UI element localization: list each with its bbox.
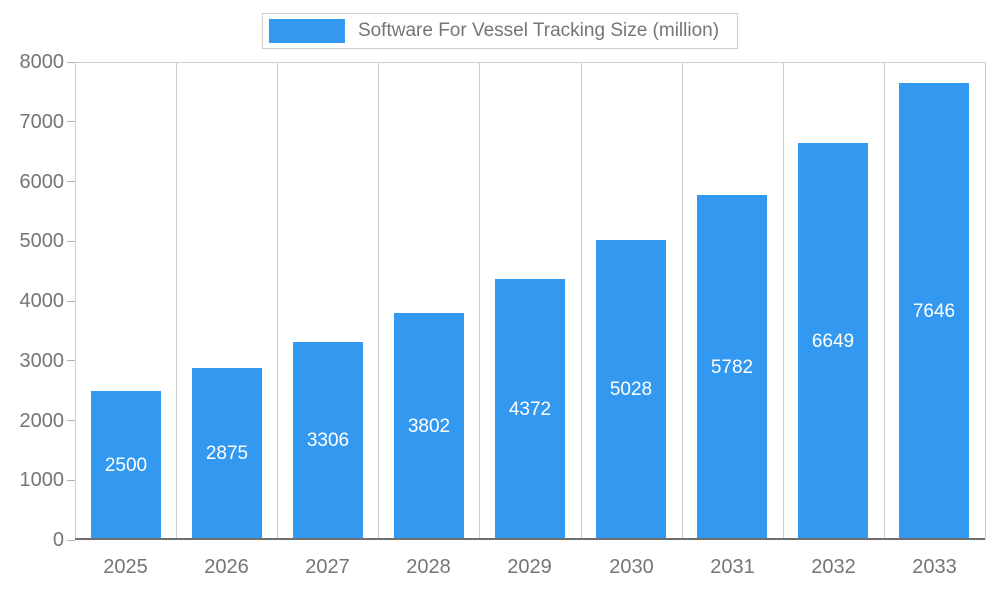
- y-axis-tick-label: 1000: [19, 469, 65, 492]
- vertical-gridline: [479, 62, 480, 540]
- y-axis-tick: [67, 479, 75, 481]
- bar-2029[interactable]: 4372: [495, 279, 565, 540]
- y-axis-tick-label: 4000: [19, 290, 65, 312]
- x-axis-tick-label: 2033: [912, 556, 957, 578]
- bar-value-label: 3306: [306, 430, 350, 451]
- bar-2032[interactable]: 6649: [798, 143, 868, 540]
- bar-value-label: 7646: [912, 300, 956, 322]
- vertical-gridline: [581, 62, 582, 540]
- x-axis-tick-label: 2030: [609, 556, 654, 578]
- y-axis-tick-label: 7000: [19, 110, 65, 133]
- y-axis-tick: [67, 181, 75, 182]
- y-axis-tick: [67, 539, 75, 541]
- bar-value-label: 5028: [609, 379, 653, 400]
- x-axis-line: [75, 538, 985, 540]
- bar-2028[interactable]: 3802: [394, 313, 464, 540]
- bar-2027[interactable]: 3306: [293, 342, 363, 540]
- bar-2031[interactable]: 5782: [697, 195, 767, 540]
- y-axis-tick: [67, 360, 75, 362]
- legend-swatch: [268, 19, 345, 43]
- vertical-gridline: [75, 62, 76, 540]
- y-axis-tick: [67, 300, 75, 302]
- bar-value-label: 2875: [205, 443, 249, 464]
- bar-value-label: 4372: [508, 398, 552, 420]
- y-axis-tick-label: 8000: [19, 51, 65, 73]
- vertical-gridline: [884, 62, 885, 540]
- bar-value-label: 6649: [811, 330, 855, 352]
- x-axis-tick-label: 2025: [103, 556, 148, 578]
- legend[interactable]: Software For Vessel Tracking Size (milli…: [261, 13, 739, 49]
- y-axis-tick: [67, 240, 75, 242]
- plot-area: 2500 2875 3306 3802 4372 5028 5782 6649 7646: [75, 62, 986, 540]
- top-gridline: [75, 62, 985, 63]
- bar-2033[interactable]: 7646: [899, 83, 969, 540]
- vertical-gridline: [378, 62, 379, 540]
- vertical-gridline: [985, 62, 986, 540]
- y-axis-tick-label: 0: [52, 529, 64, 551]
- bar-2026[interactable]: 2875: [192, 368, 262, 540]
- bar-value-label: 3802: [407, 415, 451, 437]
- vertical-gridline: [783, 62, 784, 540]
- vertical-gridline: [277, 62, 278, 540]
- y-axis-tick-label: 3000: [19, 349, 65, 372]
- x-axis-tick-label: 2029: [507, 556, 552, 578]
- x-axis-tick-label: 2027: [305, 556, 350, 578]
- bar-value-label: 5782: [710, 356, 754, 378]
- x-axis-tick-label: 2028: [406, 556, 451, 578]
- y-axis-tick-label: 6000: [19, 170, 65, 193]
- legend-label: Software For Vessel Tracking Size (milli…: [357, 20, 720, 41]
- vertical-gridline: [176, 62, 177, 540]
- bar-2030[interactable]: 5028: [596, 240, 666, 540]
- y-axis-tick-label: 5000: [19, 230, 65, 253]
- vertical-gridline: [682, 62, 683, 540]
- y-axis-tick: [67, 121, 75, 123]
- y-axis-tick: [67, 61, 75, 63]
- x-axis-tick-label: 2031: [710, 556, 755, 578]
- bar-value-label: 2500: [104, 454, 148, 476]
- x-axis-tick-label: 2026: [204, 556, 249, 578]
- y-axis-tick: [67, 420, 75, 421]
- bar-2025[interactable]: 2500: [91, 391, 161, 540]
- y-axis-tick-label: 2000: [19, 409, 65, 432]
- x-axis-tick-label: 2032: [811, 556, 856, 578]
